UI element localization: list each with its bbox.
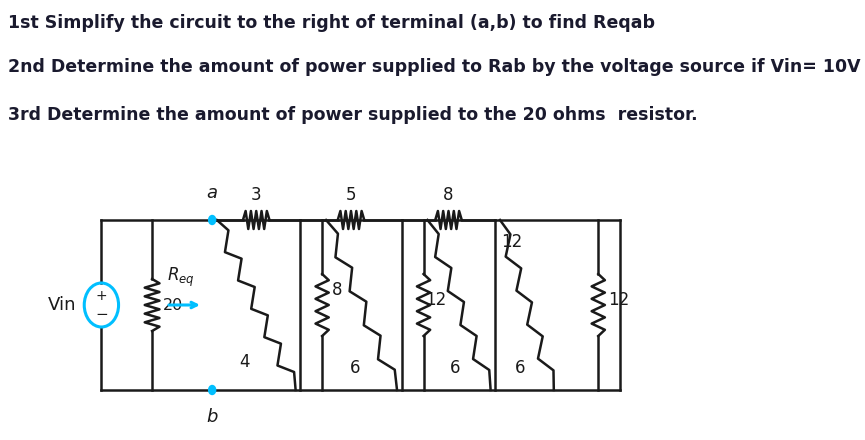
Text: 2nd Determine the amount of power supplied to Rab by the voltage source if Vin= : 2nd Determine the amount of power suppli…	[8, 58, 861, 76]
Text: 8: 8	[332, 281, 343, 299]
Text: 5: 5	[346, 186, 356, 204]
Text: 3rd Determine the amount of power supplied to the 20 ohms  resistor.: 3rd Determine the amount of power suppli…	[8, 106, 698, 124]
Text: 12: 12	[502, 233, 522, 251]
Text: 20: 20	[163, 297, 183, 312]
Text: 8: 8	[443, 186, 454, 204]
Text: 12: 12	[608, 291, 630, 309]
Text: −: −	[95, 307, 108, 322]
Text: Vin: Vin	[48, 296, 76, 314]
Circle shape	[208, 385, 215, 395]
Text: 6: 6	[450, 359, 460, 377]
Text: 6: 6	[515, 359, 526, 377]
Text: 4: 4	[240, 353, 250, 371]
Text: $R_{eq}$: $R_{eq}$	[167, 266, 195, 289]
Text: 3: 3	[251, 186, 261, 204]
Circle shape	[208, 216, 215, 224]
Text: a: a	[207, 184, 218, 202]
Text: 1st Simplify the circuit to the right of terminal (a,b) to find Reqab: 1st Simplify the circuit to the right of…	[8, 14, 655, 32]
Text: b: b	[207, 408, 218, 426]
Text: 6: 6	[349, 359, 360, 377]
Text: 12: 12	[425, 291, 446, 309]
Text: +: +	[96, 289, 107, 303]
